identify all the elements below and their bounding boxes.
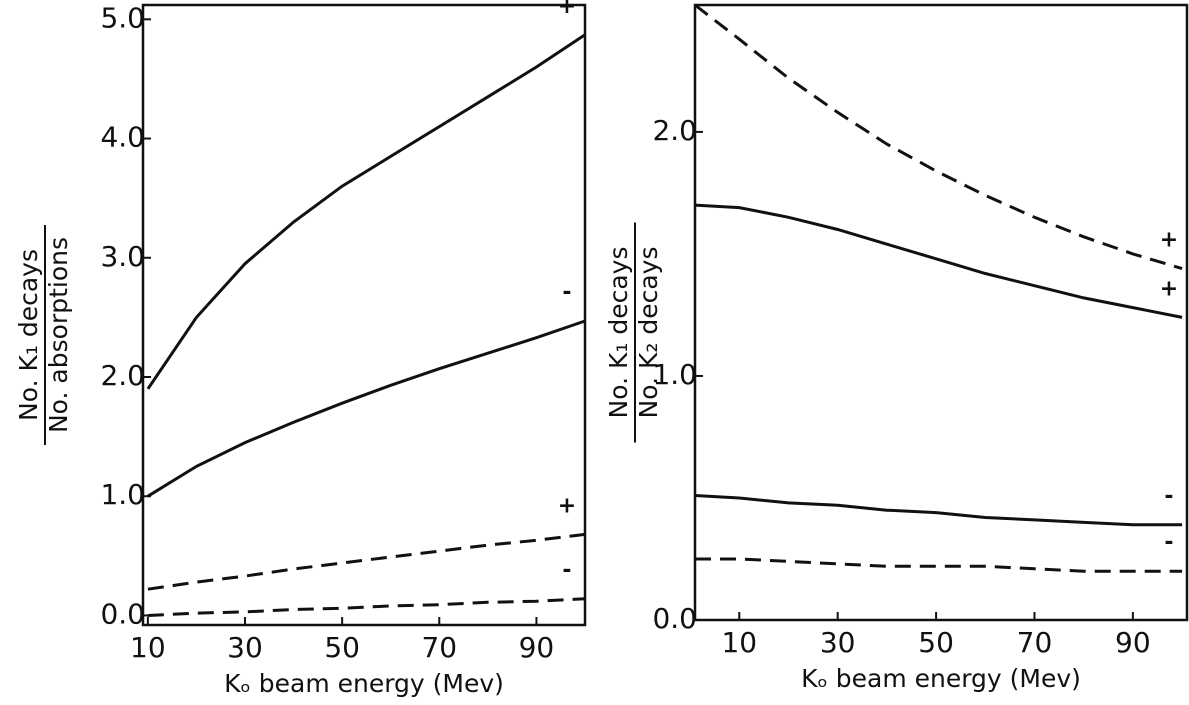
- series-label: +: [558, 0, 576, 19]
- series-line: [147, 319, 586, 498]
- y-tick-label: 4.0: [100, 121, 145, 154]
- series-line: [695, 557, 1183, 573]
- x-axis-label: Kₒ beam energy (Mev): [224, 669, 504, 698]
- y-tick-label: 3.0: [100, 240, 145, 273]
- x-tick-label: 90: [1115, 626, 1151, 659]
- series-label: -: [562, 280, 571, 305]
- y-tick-label: 2.0: [100, 359, 145, 392]
- x-tick-label: 70: [1017, 626, 1053, 659]
- series-label: -: [1164, 484, 1173, 509]
- plot-frame: [693, 3, 1189, 622]
- y-label-denominator: No. K₂ decays: [634, 247, 663, 419]
- y-tick-label: 2.0: [652, 114, 697, 147]
- x-tick-label: 10: [721, 626, 757, 659]
- x-tick-label: 50: [918, 626, 954, 659]
- x-axis-label: Kₒ beam energy (Mev): [801, 664, 1081, 693]
- x-tick-label: 10: [130, 631, 166, 664]
- x-tick-label: 90: [519, 631, 555, 664]
- y-tick-label: 0.0: [100, 597, 145, 630]
- y-tick-label: 1.0: [100, 478, 145, 511]
- series-line: [694, 494, 1183, 527]
- plot-frame: [141, 3, 587, 627]
- y-label-numerator: No. K₁ decays: [604, 247, 633, 419]
- series-line: [146, 33, 586, 390]
- y-label-numerator: No. K₁ decays: [14, 249, 43, 421]
- y-tick-label: 1.0: [652, 358, 697, 391]
- series-line: [694, 203, 1183, 319]
- series-label: +: [1160, 228, 1178, 253]
- series-label: -: [1164, 530, 1173, 555]
- y-tick-label: 0.0: [652, 602, 697, 635]
- series-label: +: [1160, 276, 1178, 301]
- series-line: [147, 597, 586, 617]
- x-tick-label: 30: [820, 626, 856, 659]
- x-tick-label: 50: [324, 631, 360, 664]
- series-label: -: [562, 558, 571, 583]
- series-line: [147, 532, 586, 591]
- y-axis-label: No. K₁ decays No. absorptions: [14, 225, 73, 445]
- series-label: +: [558, 493, 576, 518]
- y-axis-label: No. K₁ decays No. K₂ decays: [604, 222, 663, 443]
- series-line: [694, 3, 1183, 271]
- x-tick-label: 70: [421, 631, 457, 664]
- y-tick-label: 5.0: [100, 1, 145, 34]
- x-tick-label: 30: [227, 631, 263, 664]
- y-label-denominator: No. absorptions: [44, 237, 73, 433]
